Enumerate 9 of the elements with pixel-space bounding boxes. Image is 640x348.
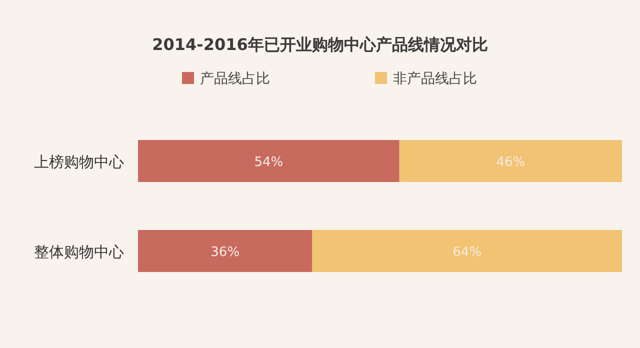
y-tick-label: 上榜购物中心	[34, 153, 124, 171]
y-tick-label: 整体购物中心	[34, 243, 124, 261]
data-label: 54%	[254, 155, 284, 170]
chart-title: 2014-2016年已开业购物中心产品线情况对比	[152, 35, 488, 54]
legend-label: 产品线占比	[200, 71, 270, 87]
data-label: 64%	[452, 245, 482, 260]
data-label: 36%	[210, 245, 240, 260]
legend-label: 非产品线占比	[393, 71, 477, 87]
data-label: 46%	[496, 155, 526, 170]
